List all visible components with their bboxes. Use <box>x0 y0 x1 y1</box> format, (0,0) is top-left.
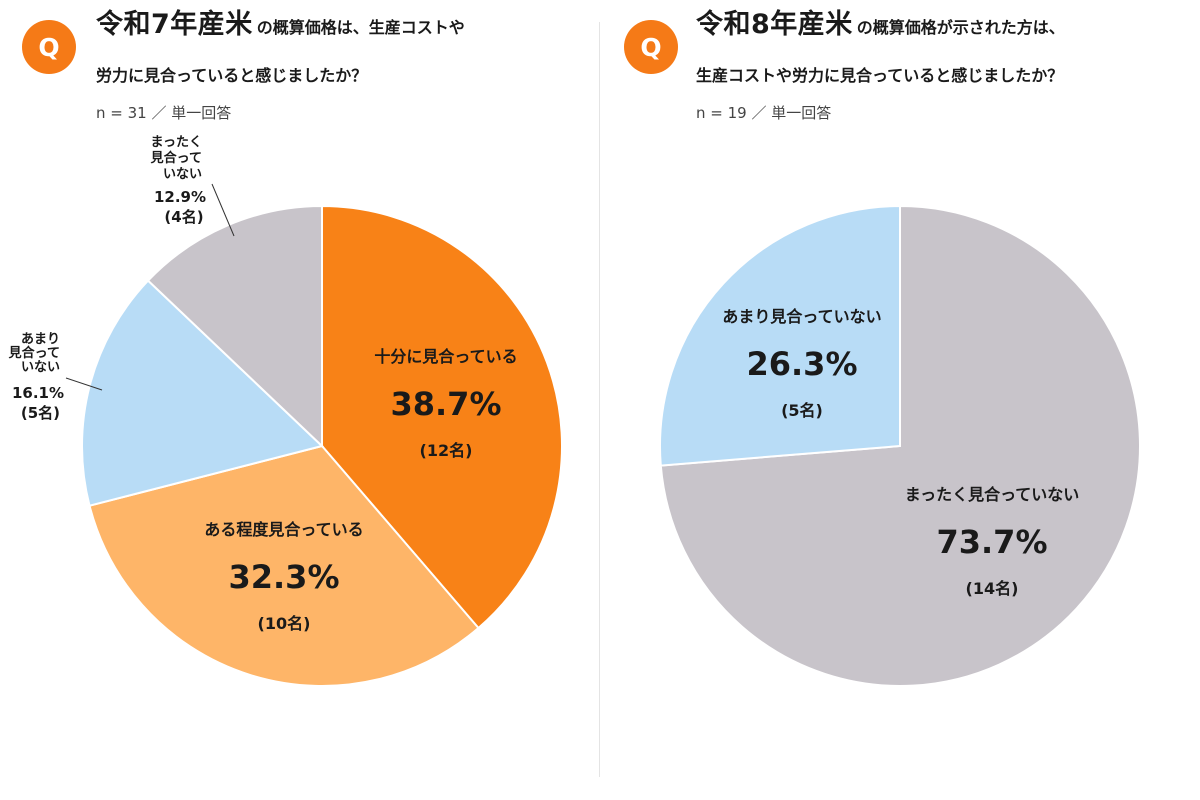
question-title-emphasis: 令和8年産米 <box>696 9 853 40</box>
slice-percent-label: 12.9% <box>154 188 206 206</box>
question-badge: Q <box>22 20 76 74</box>
slice-label-line: 見合って <box>8 345 60 361</box>
pie-chart-left: 十分に見合っている 38.7% (12名) ある程度見合っている 32.3% (10名) あ… <box>8 135 563 687</box>
slice-label-line: あまり <box>21 332 60 347</box>
leader-line <box>65 377 103 391</box>
slice-label-line: いない <box>21 360 60 375</box>
slice-label: あまり見合っていない <box>722 307 881 326</box>
slice-label-line: 見合って <box>150 150 202 166</box>
question-title-rest: の概算価格は、生産コストや <box>256 18 465 37</box>
slice-percent-label: 38.7% <box>390 385 501 423</box>
slice-percent-label: 16.1% <box>12 384 64 402</box>
slice-count-label: (14名) <box>966 579 1019 598</box>
question-title-line1: 令和8年産米 の概算価格が示された方は、 <box>696 2 1065 41</box>
slice-label: まったく見合っていない <box>905 485 1080 504</box>
slice-count-label: (5名) <box>781 401 823 420</box>
panel-divider <box>599 22 600 777</box>
slice-label-line: まったく <box>151 135 202 150</box>
slice-percent-label: 26.3% <box>746 345 857 383</box>
sample-size-note: n = 31 ／ 単一回答 <box>96 104 232 122</box>
pie-slice <box>321 204 563 630</box>
slice-count-label: (12名) <box>420 441 473 460</box>
pie-slice <box>88 444 480 687</box>
right-panel: Q 令和8年産米 の概算価格が示された方は、 生産コストや労力に見合っていると感じ… <box>600 0 1200 800</box>
pie-slice <box>659 204 901 467</box>
slice-count-label: (4名) <box>164 208 203 226</box>
leader-line <box>211 183 235 237</box>
slice-count-label: (5名) <box>21 404 60 422</box>
slice-percent-label: 32.3% <box>228 558 339 596</box>
question-title-line1: 令和7年産米 の概算価格は、生産コストや <box>96 2 465 41</box>
slice-percent-label: 73.7% <box>936 523 1047 561</box>
slice-label-line: いない <box>163 167 202 182</box>
slice-label: ある程度見合っている <box>204 520 363 539</box>
sample-size-note: n = 19 ／ 単一回答 <box>696 104 832 122</box>
left-panel: Q 令和7年産米 の概算価格は、生産コストや 労力に見合っていると感じましたか？ … <box>8 2 563 687</box>
pie-chart-right: まったく見合っていない 73.7% (14名) あまり見合っていない 26.3% (5名) <box>659 204 1141 687</box>
question-title-rest: の概算価格が示された方は、 <box>856 18 1065 37</box>
question-title-emphasis: 令和7年産米 <box>96 9 253 40</box>
question-title-line2: 労力に見合っていると感じましたか？ <box>96 66 368 85</box>
slice-label: 十分に見合っている <box>374 347 517 366</box>
pie-slice <box>146 204 323 449</box>
slice-count-label: (10名) <box>258 614 311 633</box>
question-title-line2: 生産コストや労力に見合っていると感じましたか？ <box>696 66 1064 85</box>
question-badge: Q <box>624 20 678 74</box>
